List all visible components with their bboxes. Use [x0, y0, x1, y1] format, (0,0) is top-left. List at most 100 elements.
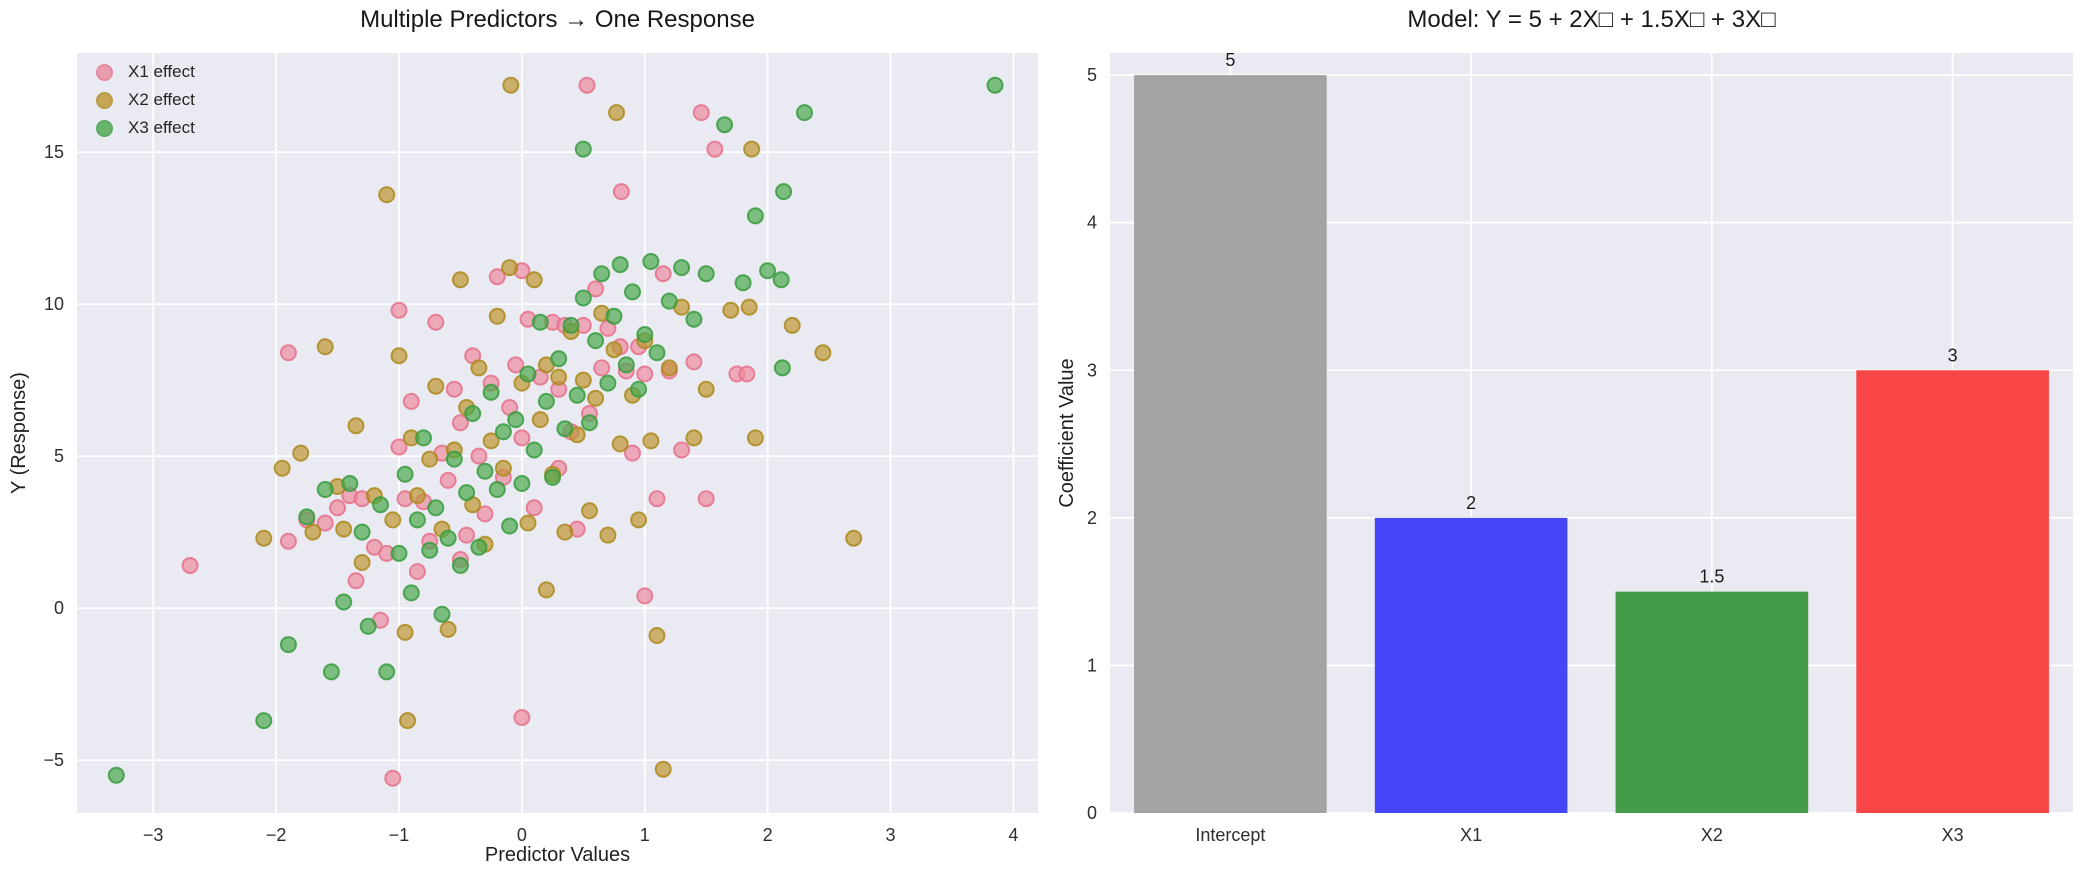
scatter-point	[685, 310, 703, 328]
scatter-point	[537, 581, 555, 599]
scatter-point	[746, 207, 764, 225]
x-tick-label: −2	[266, 825, 287, 845]
scatter-point	[482, 432, 500, 450]
scatter-point	[415, 429, 432, 447]
scatter-point	[587, 332, 605, 350]
scatter-point	[292, 444, 310, 462]
scatter-point	[587, 389, 605, 407]
scatter-point	[445, 450, 463, 468]
scatter-point	[279, 344, 297, 362]
bar	[1856, 370, 2049, 813]
legend-label-x3: X3 effect	[128, 118, 195, 137]
scatter-point	[706, 140, 724, 158]
scatter-point	[605, 341, 623, 359]
scatter-point	[390, 438, 408, 456]
scatter-point	[648, 627, 666, 644]
scatter-point	[513, 475, 531, 492]
scatter-point	[599, 374, 617, 392]
scatter-point	[353, 523, 371, 541]
scatter-point	[630, 380, 648, 398]
scatter-point	[759, 262, 777, 280]
scatter-point	[384, 769, 402, 787]
scatter-point	[494, 423, 512, 441]
bar-value-label: 3	[1948, 345, 1958, 365]
scatter-point	[986, 76, 1004, 94]
scatter-point	[433, 605, 451, 623]
bar-chart: Model: Y = 5 + 2X□ + 1.5X□ + 3X□ Coeffic…	[1048, 0, 2085, 887]
scatter-point	[427, 377, 445, 395]
scatter-point	[279, 532, 297, 550]
scatter-point	[697, 490, 715, 508]
scatter-point	[501, 517, 519, 535]
scatter-point	[562, 316, 580, 334]
scatter-point	[390, 347, 408, 365]
scatter-point	[298, 508, 316, 526]
y-tick-label: −5	[43, 750, 64, 770]
scatter-point	[408, 511, 426, 529]
scatter-point	[513, 709, 531, 726]
scatter-point	[427, 499, 445, 517]
scatter-point	[304, 523, 322, 541]
legend-item-x3: X3 effect	[96, 117, 195, 139]
scatter-point	[439, 620, 457, 638]
scatter-point	[734, 274, 752, 292]
scatter-point	[378, 663, 396, 681]
scatter-point	[464, 405, 482, 422]
legend-label-x1: X1 effect	[128, 62, 195, 81]
scatter-point	[593, 265, 611, 283]
scatter-point	[642, 253, 660, 270]
scatter-point	[408, 563, 426, 581]
scatter-point	[525, 441, 543, 459]
scatter-point	[316, 514, 334, 532]
scatter-point	[611, 256, 629, 274]
scatter-point	[347, 417, 365, 435]
bar-value-label: 1.5	[1699, 567, 1724, 587]
scatter-point	[519, 365, 537, 383]
x-tick-label: −1	[389, 825, 410, 845]
scatter-point	[488, 481, 506, 498]
scatter-point	[743, 140, 761, 158]
scatter-point	[556, 523, 574, 541]
scatter-plot-canvas: −3 −2 −1 0 1 2 3 4 −5 0 5 10 15	[43, 53, 1038, 845]
category-label: Intercept	[1195, 825, 1265, 845]
x2-legend-marker-icon	[96, 91, 113, 109]
scatter-point	[772, 271, 790, 289]
category-label: X3	[1942, 825, 1964, 845]
scatter-point	[775, 183, 793, 201]
scatter-point	[353, 554, 371, 571]
scatter-legend: X1 effect X2 effect X3 effect	[96, 61, 195, 139]
scatter-point	[513, 429, 531, 447]
bar-plot-canvas: 5 Intercept 2 X1 1.5 X2 3 X3 0 1 2 3 4 5	[1087, 50, 2073, 845]
scatter-point	[255, 529, 273, 547]
scatter-point	[636, 365, 654, 383]
scatter-point	[476, 505, 494, 523]
scatter-point	[525, 499, 543, 517]
scatter-point	[359, 617, 377, 635]
scatter-point	[372, 496, 389, 514]
scatter-point	[445, 380, 463, 398]
scatter-point	[746, 429, 764, 447]
scatter-point	[439, 471, 457, 489]
scatter-point	[396, 623, 414, 641]
scatter-point	[390, 301, 408, 319]
scatter-point	[697, 265, 715, 283]
y-tick-label: 3	[1087, 360, 1097, 380]
scatter-point	[470, 359, 488, 377]
scatter-point	[439, 529, 457, 547]
scatter-point	[578, 76, 596, 94]
scatter-point	[617, 356, 635, 374]
scatter-point	[574, 289, 592, 307]
scatter-point	[378, 186, 396, 204]
scatter-point	[421, 450, 439, 468]
scatter-point	[408, 487, 426, 505]
scatter-point	[451, 271, 469, 289]
scatter-point	[581, 502, 598, 520]
y-tick-label: 5	[1087, 65, 1097, 85]
scatter-point	[458, 526, 476, 544]
scatter-point	[494, 459, 512, 477]
scatter-point	[316, 481, 334, 498]
y-tick-label: 0	[1087, 803, 1097, 823]
scatter-point	[716, 116, 734, 134]
scatter-point	[814, 344, 832, 362]
